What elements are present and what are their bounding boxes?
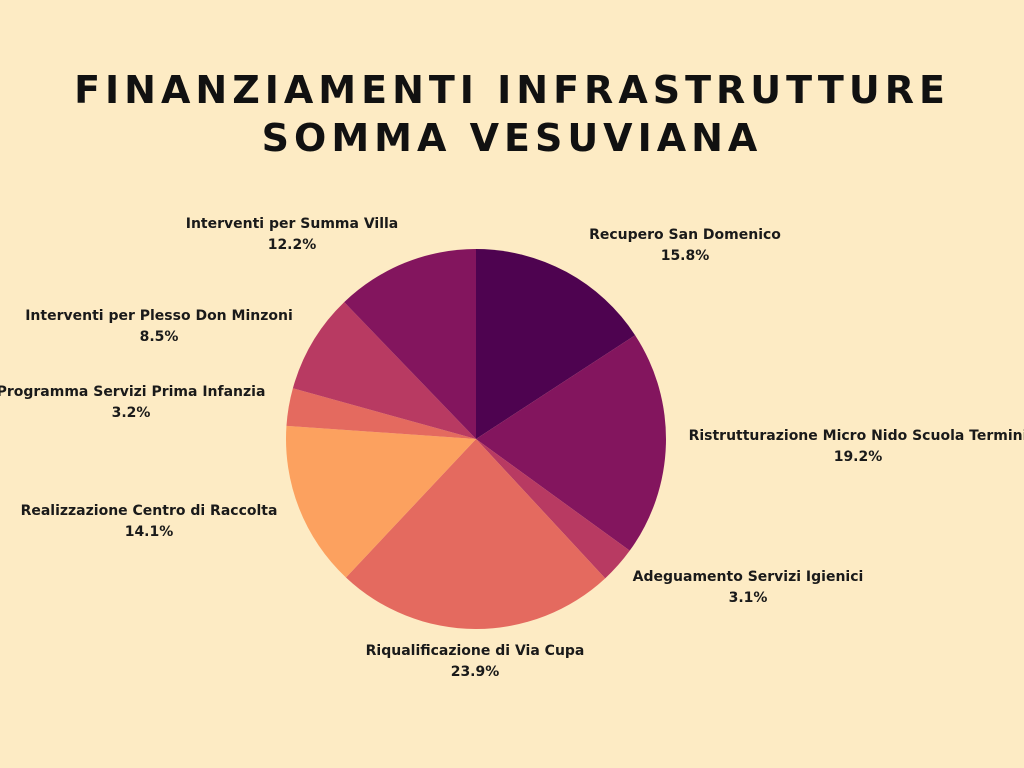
pie-slice xyxy=(345,439,606,629)
chart-title: FINANZIAMENTI INFRASTRUTTURE SOMMA VESUV… xyxy=(0,66,1024,162)
slice-label: Programma Servizi Prima Infanzia xyxy=(0,384,265,400)
slice-value-label: 14.1% xyxy=(125,524,174,540)
pie-slices xyxy=(285,249,666,629)
pie-slice xyxy=(476,335,666,551)
slice-label: Ristrutturazione Micro Nido Scuola Termi… xyxy=(689,428,1024,444)
slice-value-label: 23.9% xyxy=(451,664,500,680)
pie-slice xyxy=(344,249,476,439)
pie-slice xyxy=(476,249,636,439)
slice-value-label: 3.2% xyxy=(112,405,151,421)
chart-title-line-2: SOMMA VESUVIANA xyxy=(261,116,763,160)
pie-slice xyxy=(285,425,476,578)
slice-value-label: 15.8% xyxy=(661,248,710,264)
pie-slice xyxy=(292,302,476,439)
slice-label: Realizzazione Centro di Raccolta xyxy=(21,503,278,519)
slice-value-label: 3.1% xyxy=(729,590,768,606)
slice-label: Recupero San Domenico xyxy=(589,227,781,243)
pie-slice xyxy=(476,439,630,579)
chart-title-line-1: FINANZIAMENTI INFRASTRUTTURE xyxy=(74,68,950,112)
slice-value-label: 19.2% xyxy=(834,449,883,465)
pie-slice xyxy=(286,388,476,439)
slice-value-label: 8.5% xyxy=(140,329,179,345)
slice-value-label: 12.2% xyxy=(268,237,317,253)
pie-labels: Recupero San Domenico 15.8% Ristrutturazio… xyxy=(0,216,1024,680)
slice-label: Interventi per Plesso Don Minzoni xyxy=(25,308,293,324)
slice-label: Riqualificazione di Via Cupa xyxy=(366,643,585,659)
slice-label: Adeguamento Servizi Igienici xyxy=(633,569,864,585)
slice-label: Interventi per Summa Villa xyxy=(186,216,399,232)
